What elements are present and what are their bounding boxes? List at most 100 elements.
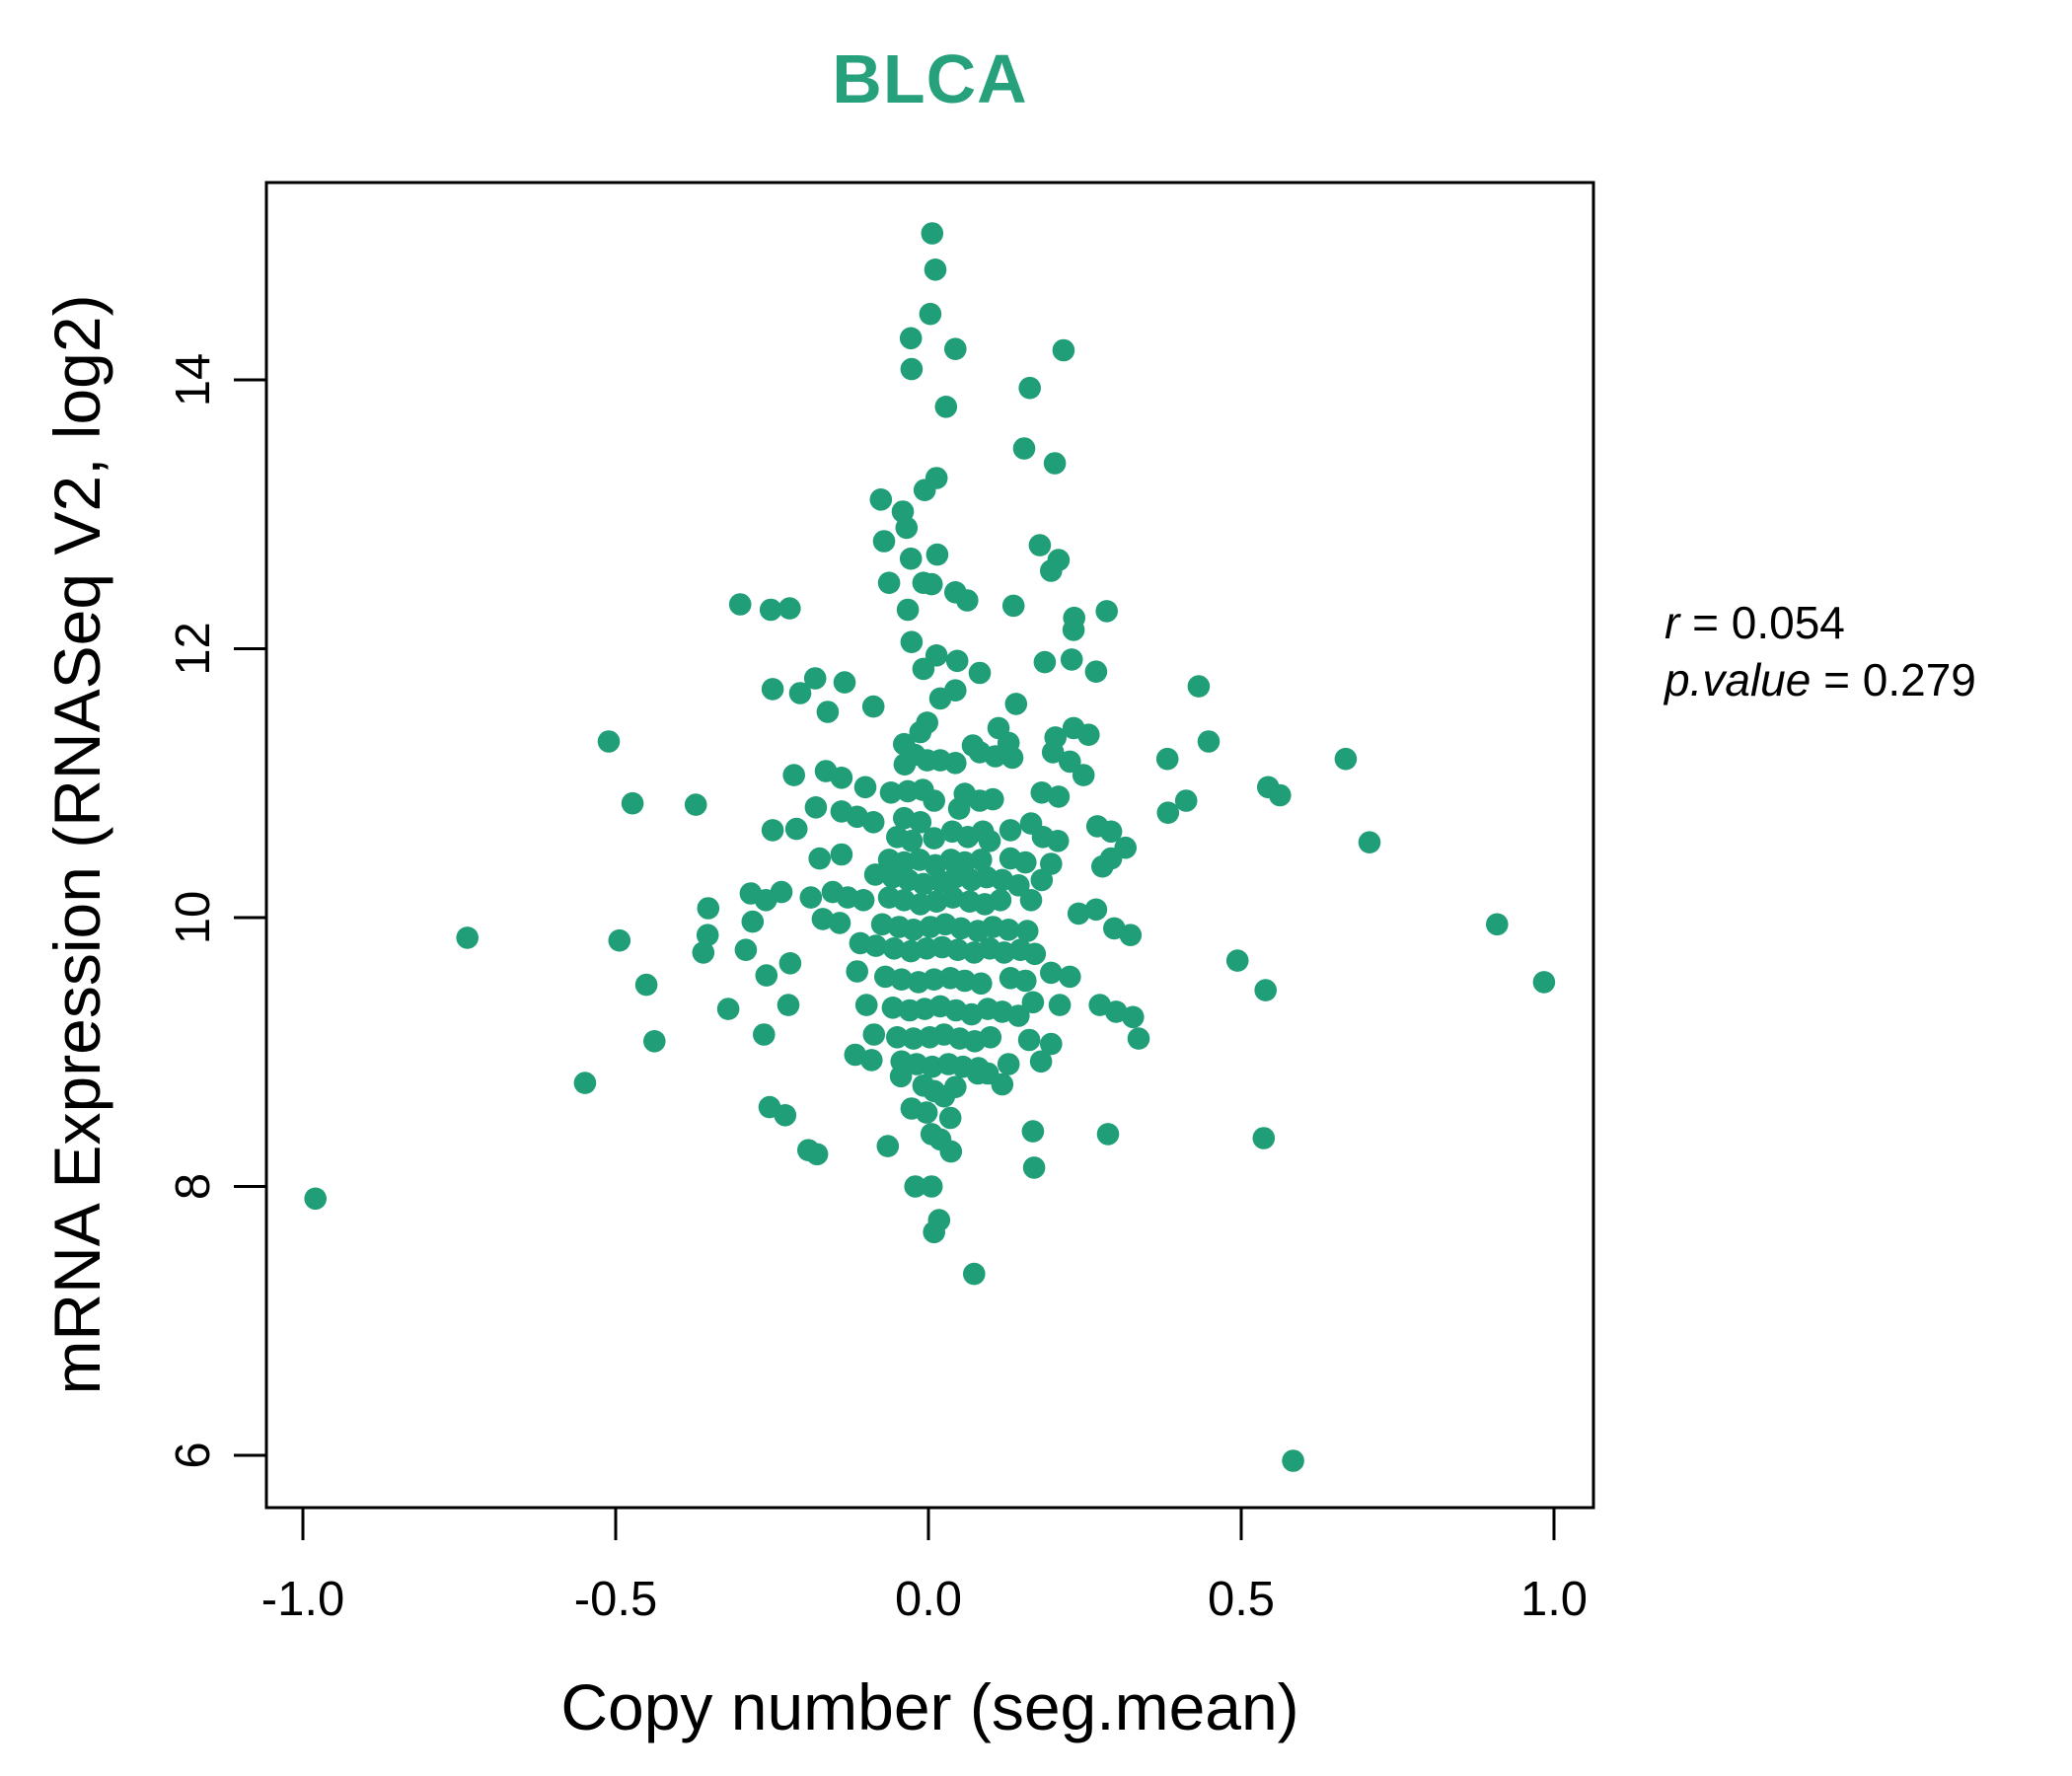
data-point [923,789,945,812]
data-point [949,917,973,940]
data-point [877,571,901,594]
data-point [1067,902,1090,925]
data-point [761,678,784,701]
data-point [1334,747,1358,771]
data-point [921,222,944,245]
data-point [1040,559,1063,582]
data-point [862,1023,886,1046]
data-point [924,259,947,281]
data-point [608,928,631,952]
data-point [803,667,827,690]
data-point [1119,924,1143,946]
data-point [864,934,887,957]
data-point [1014,969,1037,993]
data-point [872,530,896,553]
data-point [889,1065,913,1088]
y-tick-label: 12 [167,622,220,676]
data-point [784,817,808,841]
data-point [755,964,778,987]
data-point [899,547,923,570]
r-variable: r [1665,597,1680,648]
data-point [830,843,853,866]
data-point [1532,971,1556,994]
data-point [989,889,1012,912]
data-point [692,941,715,964]
data-point [830,767,853,789]
data-point [1127,1027,1150,1050]
y-axis-title: mRNA Expression (RNASeq V2, log2) [40,294,113,1395]
data-point [1000,746,1024,770]
p-value-line: p.value = 0.279 [1665,651,1976,708]
data-point [944,337,967,361]
data-point [902,919,925,941]
data-point [895,516,919,540]
data-point [1486,913,1509,936]
data-point [925,543,949,566]
data-point [882,937,906,960]
data-point [697,897,720,920]
data-point [1059,750,1081,774]
data-point [1030,781,1054,804]
data-point [1084,898,1108,922]
data-point [770,880,793,904]
data-point [904,1175,926,1198]
data-point [788,682,812,704]
data-point [1043,452,1067,475]
data-point [1046,830,1070,852]
data-point [1104,1000,1128,1023]
x-tick-label: -0.5 [574,1573,657,1626]
data-point [944,752,967,775]
r-value-line: r = 0.054 [1665,594,1976,651]
r-value: = 0.054 [1679,597,1845,648]
data-point [900,830,924,852]
data-point [915,1101,938,1124]
data-point [1187,675,1211,698]
data-point [939,1140,963,1163]
data-point [941,886,964,909]
x-tick-label: 0.0 [895,1573,962,1626]
data-point [912,657,935,681]
y-tick-label: 8 [167,1173,220,1200]
data-point [1095,600,1118,623]
data-point [1077,723,1100,746]
data-point [896,598,920,622]
data-point [902,1027,925,1050]
data-point [909,720,932,744]
data-point [970,849,993,871]
y-tick-label: 14 [167,353,220,407]
data-point [934,396,958,418]
data-point [761,819,784,842]
data-point [1007,1004,1030,1027]
data-point [879,781,903,804]
data-point [1225,949,1249,972]
data-point [816,701,840,723]
x-tick-label: -1.0 [261,1573,344,1626]
data-point [1282,1449,1304,1472]
data-point [923,827,945,850]
data-point [970,972,993,996]
data-point [573,1072,597,1094]
data-point [984,745,1007,768]
data-point [805,1143,829,1166]
data-point [778,952,802,975]
data-point [741,910,765,933]
data-point [853,776,877,799]
data-point [1029,1050,1053,1073]
x-axis-title: Copy number (seg.mean) [560,1670,1299,1743]
data-point [1048,994,1072,1016]
data-point [923,1221,945,1244]
data-point [923,968,945,991]
data-point [968,661,992,685]
correlation-annotation: r = 0.054 p.value = 0.279 [1665,594,1976,708]
data-point [811,908,835,930]
data-point [808,847,831,870]
data-point [1197,730,1221,753]
data-point [1040,961,1063,985]
data-point [1174,789,1198,812]
data-point [844,1043,867,1067]
data-point [944,1075,967,1098]
data-point [828,912,851,934]
data-point [1021,1120,1045,1143]
data-point [1007,874,1030,897]
data-point [833,671,856,694]
